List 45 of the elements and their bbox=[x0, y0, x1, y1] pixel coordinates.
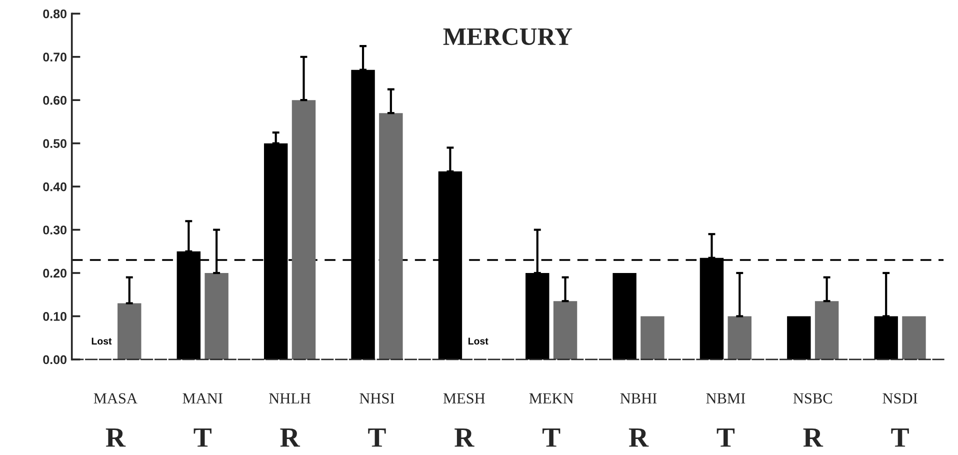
x-tick-label: NBHI bbox=[620, 393, 657, 404]
bar bbox=[118, 303, 142, 360]
bar bbox=[612, 273, 636, 360]
bar bbox=[874, 316, 898, 360]
bar bbox=[526, 273, 550, 360]
y-tick-label: 0.20 bbox=[43, 268, 66, 278]
chart-title: MERCURY bbox=[443, 28, 572, 46]
y-tick-label: 0.80 bbox=[43, 9, 66, 18]
y-tick-label: 0.00 bbox=[43, 355, 66, 364]
x-tick-label: MANI bbox=[182, 393, 222, 404]
y-tick-label: 0.30 bbox=[43, 226, 66, 234]
text: T bbox=[368, 428, 386, 447]
text: T bbox=[716, 428, 735, 447]
text: R bbox=[628, 428, 649, 447]
y-tick-label: 0.40 bbox=[43, 182, 66, 192]
text: R bbox=[106, 428, 126, 447]
y-tick-label: 0.60 bbox=[43, 96, 66, 105]
x-tick-label: MASA bbox=[94, 393, 138, 404]
text: R bbox=[280, 428, 300, 447]
annotation: Lost bbox=[468, 338, 488, 345]
text: R bbox=[454, 428, 474, 447]
bar bbox=[728, 316, 752, 360]
text: T bbox=[542, 428, 560, 447]
text: R bbox=[803, 428, 824, 447]
y-tick-label: 0.70 bbox=[43, 52, 66, 62]
x-tick-label: NSBC bbox=[793, 393, 832, 404]
y-tick-label: 0.10 bbox=[43, 312, 66, 321]
bar bbox=[814, 301, 839, 360]
bar bbox=[553, 301, 578, 360]
x-tick-label: NSDI bbox=[882, 393, 918, 404]
text: T bbox=[194, 428, 212, 447]
bar bbox=[640, 316, 664, 360]
x-tick-label: MEKN bbox=[529, 393, 574, 404]
x-tick-label: NHLH bbox=[269, 393, 311, 404]
annotation: Lost bbox=[92, 338, 112, 345]
text: T bbox=[891, 428, 909, 447]
bar bbox=[204, 273, 228, 360]
bar bbox=[379, 113, 403, 360]
bar bbox=[292, 100, 316, 360]
y-tick-label: 0.50 bbox=[43, 139, 66, 148]
x-tick-label: NHSI bbox=[360, 393, 394, 404]
bar bbox=[902, 316, 926, 360]
x-tick-label: NBMI bbox=[706, 393, 746, 404]
x-tick-label: MESH bbox=[443, 393, 485, 404]
bar bbox=[787, 316, 811, 360]
